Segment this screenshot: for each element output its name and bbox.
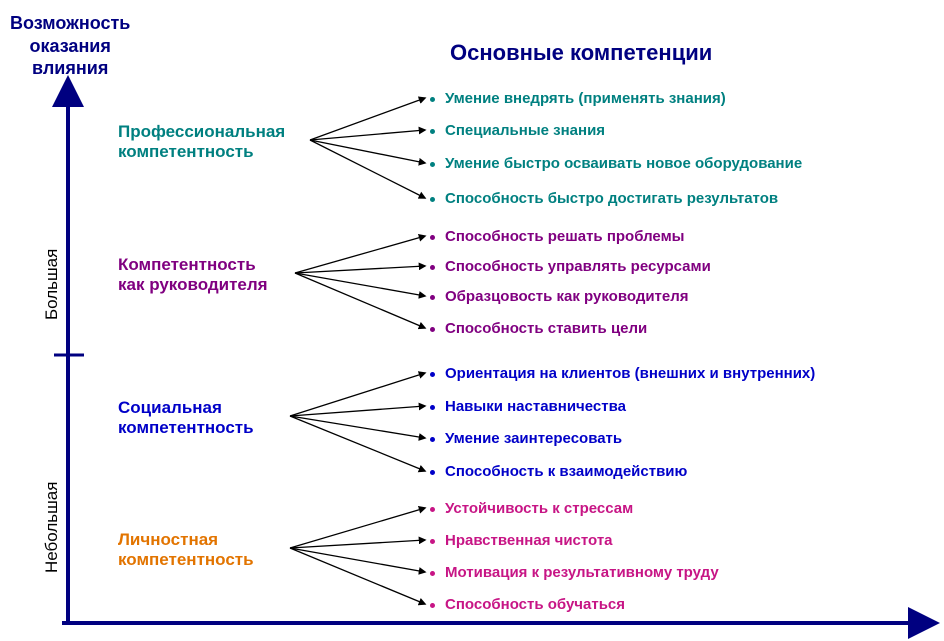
bullet-text: Мотивация к результативному труду [445,564,719,581]
category-label-0: Профессиональнаякомпетентность [118,122,285,162]
bullet-text: Нравственная чистота [445,532,613,549]
bullet-text: Способность решать проблемы [445,228,684,245]
bullet-0-0: Умение внедрять (применять знания) [430,90,726,107]
y-label-top: Большая [42,249,62,320]
bullet-text: Образцовость как руководителя [445,288,689,305]
category-label-2: Социальнаякомпетентность [118,398,254,438]
bullet-3-0: Устойчивость к стрессам [430,500,633,517]
bullet-0-3: Способность быстро достигать результатов [430,190,778,207]
left-title: Возможностьоказаниявлияния [10,12,130,80]
bullet-text: Ориентация на клиентов (внешних и внутре… [445,365,815,382]
bullet-text: Навыки наставничества [445,398,626,415]
bullet-2-2: Умение заинтересовать [430,430,622,447]
bullet-2-0: Ориентация на клиентов (внешних и внутре… [430,365,815,382]
bullet-text: Специальные знания [445,122,605,139]
bullet-1-1: Способность управлять ресурсами [430,258,711,275]
bullet-text: Умение заинтересовать [445,430,622,447]
bullet-text: Умение внедрять (применять знания) [445,90,726,107]
category-label-3: Личностнаякомпетентность [118,530,254,570]
bullet-3-3: Способность обучаться [430,596,625,613]
bullet-text: Способность ставить цели [445,320,647,337]
bullet-text: Способность обучаться [445,596,625,613]
category-label-1: Компетентностькак руководителя [118,255,268,295]
bullet-0-1: Специальные знания [430,122,605,139]
bullet-1-3: Способность ставить цели [430,320,647,337]
bullet-2-1: Навыки наставничества [430,398,626,415]
bullet-2-3: Способность к взаимодействию [430,463,687,480]
bullet-text: Способность управлять ресурсами [445,258,711,275]
bullet-text: Устойчивость к стрессам [445,500,633,517]
right-title: Основные компетенции [450,40,712,66]
bullet-1-2: Образцовость как руководителя [430,288,689,305]
bullet-text: Способность быстро достигать результатов [445,190,778,207]
bullet-text: Способность к взаимодействию [445,463,687,480]
bullet-0-2: Умение быстро осваивать новое оборудован… [430,155,802,172]
bullet-3-1: Нравственная чистота [430,532,613,549]
y-label-bottom: Небольшая [42,482,62,573]
bullet-text: Умение быстро осваивать новое оборудован… [445,155,802,172]
bullet-1-0: Способность решать проблемы [430,228,684,245]
bullet-3-2: Мотивация к результативному труду [430,564,719,581]
